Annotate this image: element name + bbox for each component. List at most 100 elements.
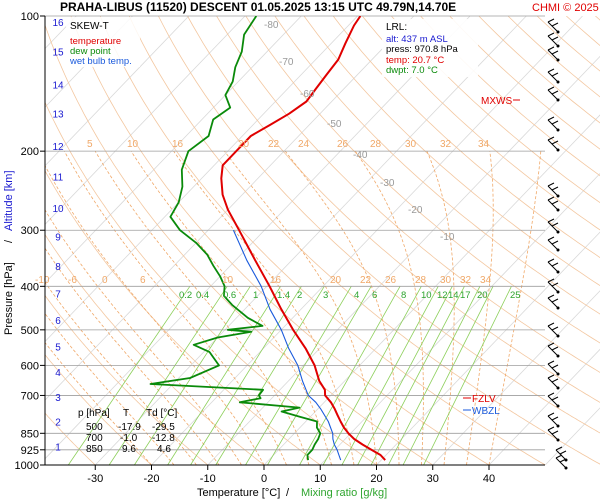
moist-adiabat-line <box>488 151 542 465</box>
altitude-tick-label: 5 <box>55 343 61 354</box>
wind-barb-feather <box>551 72 559 77</box>
mixing-ratio-label: 2 <box>297 290 302 301</box>
wind-barb-feather <box>559 450 567 455</box>
y-axis-tick-label: 1000 <box>15 460 39 472</box>
wind-barb-shaft <box>547 89 559 101</box>
dry-adiabat-label: -80 <box>264 20 279 31</box>
moist-adiabat-label: 24 <box>298 139 310 150</box>
wind-barb-feather <box>555 454 563 459</box>
mixing-ratio-line <box>190 286 302 465</box>
mixing-ratio-label: 1.4 <box>277 290 290 301</box>
mixing-ratio-line <box>402 286 494 465</box>
table-cell: 700 <box>86 433 103 444</box>
moist-adiabat-label: 20 <box>238 139 250 150</box>
profile-curves <box>149 16 386 461</box>
dry-adiabat-line <box>245 16 600 344</box>
mixing-ratio-label: 14 <box>448 290 459 301</box>
y-axis-tick-label: 500 <box>21 325 39 337</box>
isotherm-line <box>207 55 600 465</box>
table-header-p: p [hPa] <box>78 408 110 419</box>
wind-barb-shaft <box>547 185 559 197</box>
wind-barb-shaft <box>547 221 559 233</box>
x-axis-tick-label: -20 <box>144 473 160 485</box>
isotherm-line <box>432 290 600 465</box>
table-header-td: Td [°C] <box>146 408 177 419</box>
dry-adiabat-line <box>391 16 600 204</box>
wind-barb-feather <box>547 182 555 187</box>
x-axis-tick-label: 20 <box>370 473 382 485</box>
lrl-altitude: alt: 437 m ASL <box>386 34 448 45</box>
wind-barb-shaft <box>547 239 559 251</box>
y-axis-tick-label: 300 <box>21 225 39 237</box>
isotherm-line <box>45 16 415 401</box>
wind-barb-feather <box>547 116 555 121</box>
wind-barb-dot <box>556 230 560 234</box>
moist-adiabat-label: 5 <box>87 139 93 150</box>
lrl-box <box>382 19 478 77</box>
wind-barb-feather <box>551 326 559 331</box>
wind-barb-shaft <box>555 457 567 469</box>
x-axis-title: Temperature [°C] / Mixing ratio [g/kg] <box>197 487 387 499</box>
mixing-ratio-label: 25 <box>510 290 521 301</box>
mixing-ratio-label: 0.4 <box>196 290 209 301</box>
moist-adiabat-label: 32 <box>460 275 472 286</box>
wind-barb-feather <box>551 186 559 191</box>
wind-barb-feather <box>547 86 555 91</box>
wind-barb-feather <box>551 140 559 145</box>
moist-adiabat-line <box>45 247 220 465</box>
wind-barb-feather <box>555 446 563 451</box>
wind-barb-dot <box>556 194 560 198</box>
mixing-ratio-label: 12 <box>437 290 448 301</box>
dry-adiabat-line <box>128 16 600 465</box>
mixing-ratio-label: 8 <box>401 290 406 301</box>
dry-adiabat-line <box>536 16 600 72</box>
isotherm-line <box>488 348 600 465</box>
wind-barb-feather <box>547 136 555 141</box>
wind-barb-feather <box>551 396 559 401</box>
table-cell: 500 <box>86 422 103 433</box>
dry-adiabat-line <box>303 16 600 287</box>
wind-barb-shaft <box>547 199 559 211</box>
series-wet-bulb-temp--line <box>232 229 342 461</box>
wbzl-label: WBZL <box>472 406 500 417</box>
wind-barb-shaft <box>547 139 559 151</box>
wind-barb-feather <box>547 412 555 417</box>
mxws-label: MXWS <box>481 96 512 107</box>
dry-adiabat-label: -70 <box>279 57 294 68</box>
moist-adiabat-label: 16 <box>270 275 282 286</box>
mixing-ratio-line <box>267 286 372 465</box>
y-axis-tick-label: 200 <box>21 146 39 158</box>
lrl-temperature: temp: 20.7 °C <box>386 55 444 66</box>
mixing-ratio-line <box>108 286 228 465</box>
wind-barb-feather <box>547 294 555 299</box>
wind-barb-dot <box>564 466 568 470</box>
copyright: CHMI © 2025 <box>532 2 599 14</box>
wind-barb-shaft <box>547 119 559 131</box>
wind-barb-shaft <box>547 429 559 441</box>
isotherm-line <box>319 173 600 465</box>
x-axis-tick-label: 30 <box>427 473 439 485</box>
table-cell: -29.5 <box>152 422 175 433</box>
wind-barb-shaft <box>547 325 559 337</box>
wind-barb-feather <box>551 416 559 421</box>
wind-barb-shaft <box>547 363 559 375</box>
wind-barb-feather <box>551 430 559 435</box>
isotherm-line <box>376 231 600 465</box>
wind-barb-feather <box>547 258 555 263</box>
dry-adiabat-line <box>45 23 434 465</box>
mixing-ratio-label: 20 <box>477 290 488 301</box>
legend-wet-bulb: wet bulb temp. <box>69 56 132 67</box>
x-axis-tick-label: -30 <box>87 473 103 485</box>
dry-adiabat-line <box>158 16 600 434</box>
moist-adiabat-label: 32 <box>440 139 452 150</box>
moist-adiabat-line <box>354 150 424 465</box>
mixing-ratio-line <box>167 286 281 465</box>
fzlv-label: FZLV <box>472 394 496 405</box>
mixing-ratio-label: 10 <box>421 290 432 301</box>
wind-barb-feather <box>551 120 559 125</box>
isobar-lines <box>45 15 545 466</box>
wind-barb-dot <box>556 58 560 62</box>
altitude-tick-label: 12 <box>52 142 64 153</box>
series-temperature-line <box>220 16 386 461</box>
moist-adiabat-label: 0 <box>102 275 108 286</box>
